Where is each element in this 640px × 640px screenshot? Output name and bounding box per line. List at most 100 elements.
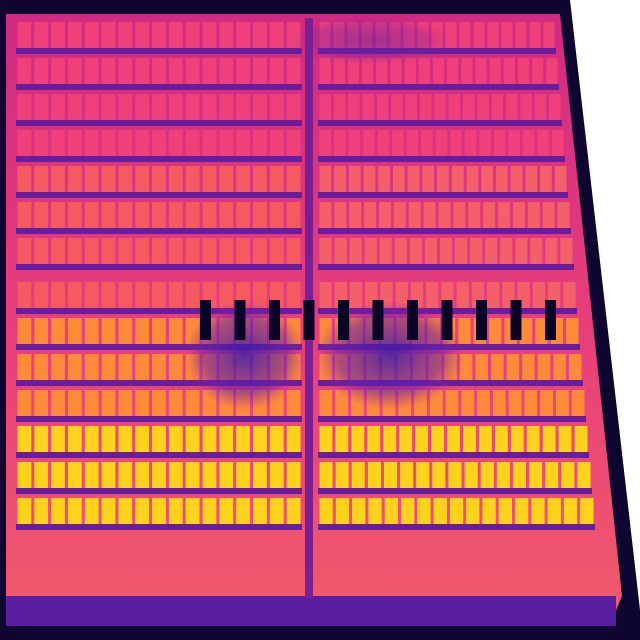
solar-cell xyxy=(537,130,549,156)
solar-cell xyxy=(236,94,250,120)
solar-cell xyxy=(202,58,217,84)
shadow-right xyxy=(315,300,465,410)
solar-cell xyxy=(51,166,65,192)
solar-cell xyxy=(185,498,200,524)
solar-cell xyxy=(34,94,49,120)
solar-cell xyxy=(253,22,267,48)
solar-cell xyxy=(348,166,361,192)
solar-cell xyxy=(394,238,407,264)
solar-cell xyxy=(515,22,527,48)
solar-cell xyxy=(529,462,543,488)
solar-cell xyxy=(546,58,558,84)
solar-cell xyxy=(526,426,540,452)
row-gap xyxy=(16,120,302,126)
solar-cell xyxy=(406,130,419,156)
row-gap xyxy=(318,264,574,270)
solar-cell xyxy=(393,202,406,228)
solar-cell xyxy=(549,94,561,120)
solar-cell xyxy=(84,354,99,380)
mounting-slot xyxy=(545,300,556,340)
row-gap xyxy=(16,48,302,54)
solar-cell xyxy=(152,166,166,192)
solar-cell xyxy=(433,498,447,524)
solar-cell xyxy=(464,130,477,156)
solar-cell xyxy=(219,498,234,524)
solar-cell xyxy=(118,58,133,84)
solar-cell xyxy=(424,238,437,264)
solar-cell xyxy=(468,202,481,228)
solar-cell xyxy=(333,94,346,120)
solar-cell xyxy=(319,282,332,308)
row-gap xyxy=(318,120,562,126)
solar-cell xyxy=(319,94,331,120)
solar-cell xyxy=(51,282,65,308)
solar-cell xyxy=(135,318,150,344)
solar-cell xyxy=(449,498,464,524)
solar-cell xyxy=(51,462,65,488)
solar-cell xyxy=(84,498,99,524)
solar-cell xyxy=(152,426,166,452)
solar-cell xyxy=(236,130,250,156)
solar-cell xyxy=(51,498,65,524)
shadow-top xyxy=(290,15,450,65)
solar-cell xyxy=(34,462,49,488)
solar-cell xyxy=(34,318,49,344)
solar-cell xyxy=(219,166,234,192)
solar-cell xyxy=(34,58,49,84)
solar-cell xyxy=(362,94,374,120)
solar-cell xyxy=(319,498,333,524)
mounting-slot xyxy=(303,300,315,340)
solar-cell xyxy=(479,130,491,156)
solar-cell xyxy=(456,282,469,308)
solar-cell xyxy=(529,22,541,48)
solar-cell xyxy=(556,390,569,416)
solar-cell xyxy=(17,202,32,228)
solar-cell xyxy=(202,462,217,488)
solar-cell xyxy=(101,130,116,156)
solar-cell xyxy=(532,282,545,308)
solar-cell xyxy=(574,426,588,452)
solar-cell xyxy=(379,238,392,264)
solar-cell xyxy=(253,462,267,488)
solar-cell xyxy=(185,426,200,452)
solar-cell xyxy=(347,58,360,84)
solar-cell xyxy=(253,498,267,524)
solar-cell xyxy=(401,498,415,524)
solar-cell xyxy=(286,166,301,192)
solar-cell xyxy=(335,426,349,452)
solar-cell xyxy=(286,58,301,84)
row-gap xyxy=(16,84,302,90)
solar-cell xyxy=(68,318,82,344)
solar-cell xyxy=(348,94,360,120)
solar-cell xyxy=(236,498,250,524)
solar-cell xyxy=(118,238,133,264)
solar-cell xyxy=(377,130,390,156)
solar-cell xyxy=(68,354,82,380)
solar-cell xyxy=(349,238,362,264)
row-gap xyxy=(16,524,302,530)
solar-cell xyxy=(448,94,461,120)
solar-cell xyxy=(447,58,459,84)
solar-cell xyxy=(455,238,468,264)
solar-cell xyxy=(236,166,250,192)
solar-cell xyxy=(492,390,506,416)
solar-cell xyxy=(152,354,166,380)
solar-cell xyxy=(68,282,82,308)
solar-cell xyxy=(185,130,200,156)
solar-cell xyxy=(540,390,553,416)
solar-cell xyxy=(202,94,217,120)
solar-cell xyxy=(478,426,492,452)
solar-cell xyxy=(368,498,382,524)
solar-cell xyxy=(400,462,414,488)
solar-cell xyxy=(435,130,448,156)
solar-cell xyxy=(286,282,301,308)
solar-cell xyxy=(68,202,82,228)
solar-cell xyxy=(348,130,361,156)
mounting-slot xyxy=(200,300,211,340)
solar-cell xyxy=(515,238,528,264)
row-gap xyxy=(318,84,559,90)
solar-cell xyxy=(506,354,520,380)
solar-cell xyxy=(202,202,217,228)
solar-cell xyxy=(34,426,49,452)
solar-cell xyxy=(489,58,501,84)
